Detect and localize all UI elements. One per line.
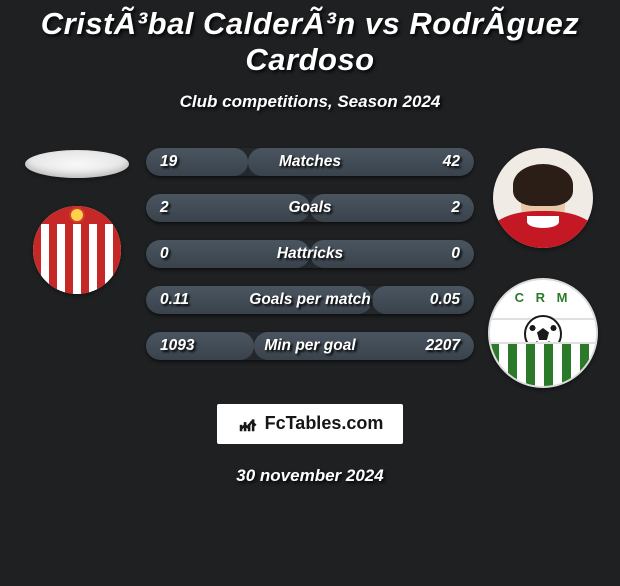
stat-label: Hattricks xyxy=(216,245,404,263)
stat-value-right: 0.05 xyxy=(404,291,474,309)
date-text: 30 november 2024 xyxy=(10,466,610,486)
stat-value-right: 42 xyxy=(404,153,474,171)
stat-value-left: 19 xyxy=(146,153,216,171)
club1-stripes xyxy=(33,224,121,294)
brand-text: FcTables.com xyxy=(265,413,384,434)
stat-value-right: 2207 xyxy=(404,337,474,355)
player2-club-badge: C R M xyxy=(488,278,598,388)
player1-club-badge xyxy=(33,206,121,294)
stat-label: Min per goal xyxy=(216,337,404,355)
stat-value-left: 0.11 xyxy=(146,291,216,309)
club2-letters: C R M xyxy=(490,290,596,305)
brand-badge: FcTables.com xyxy=(217,404,404,444)
stat-row: 0.11Goals per match0.05 xyxy=(146,286,474,314)
stat-row: 0Hattricks0 xyxy=(146,240,474,268)
page-title: CristÃ³bal CalderÃ³n vs RodrÃ­guez Cardo… xyxy=(10,6,610,78)
stat-value-left: 1093 xyxy=(146,337,216,355)
stat-value-right: 2 xyxy=(404,199,474,217)
player1-avatar xyxy=(25,150,129,178)
stat-label: Matches xyxy=(216,153,404,171)
stat-value-left: 0 xyxy=(146,245,216,263)
stat-value-left: 2 xyxy=(146,199,216,217)
right-column: C R M xyxy=(478,148,608,388)
stat-value-right: 0 xyxy=(404,245,474,263)
left-column xyxy=(12,148,142,388)
stat-label: Goals per match xyxy=(216,291,404,309)
stat-row: 2Goals2 xyxy=(146,194,474,222)
stat-row: 19Matches42 xyxy=(146,148,474,176)
bars-icon xyxy=(237,412,259,434)
stats-column: 19Matches42 2Goals2 0Hattricks0 0.11Goals p… xyxy=(142,148,478,388)
stat-row: 1093Min per goal2207 xyxy=(146,332,474,360)
subtitle: Club competitions, Season 2024 xyxy=(10,92,610,112)
club2-stripes xyxy=(490,342,596,386)
stat-label: Goals xyxy=(216,199,404,217)
player2-avatar xyxy=(493,148,593,248)
club1-sun-icon xyxy=(71,209,83,221)
comparison-card: CristÃ³bal CalderÃ³n vs RodrÃ­guez Cardo… xyxy=(0,6,620,486)
footer: FcTables.com xyxy=(10,404,610,444)
content-row: 19Matches42 2Goals2 0Hattricks0 0.11Goals p… xyxy=(10,148,610,388)
